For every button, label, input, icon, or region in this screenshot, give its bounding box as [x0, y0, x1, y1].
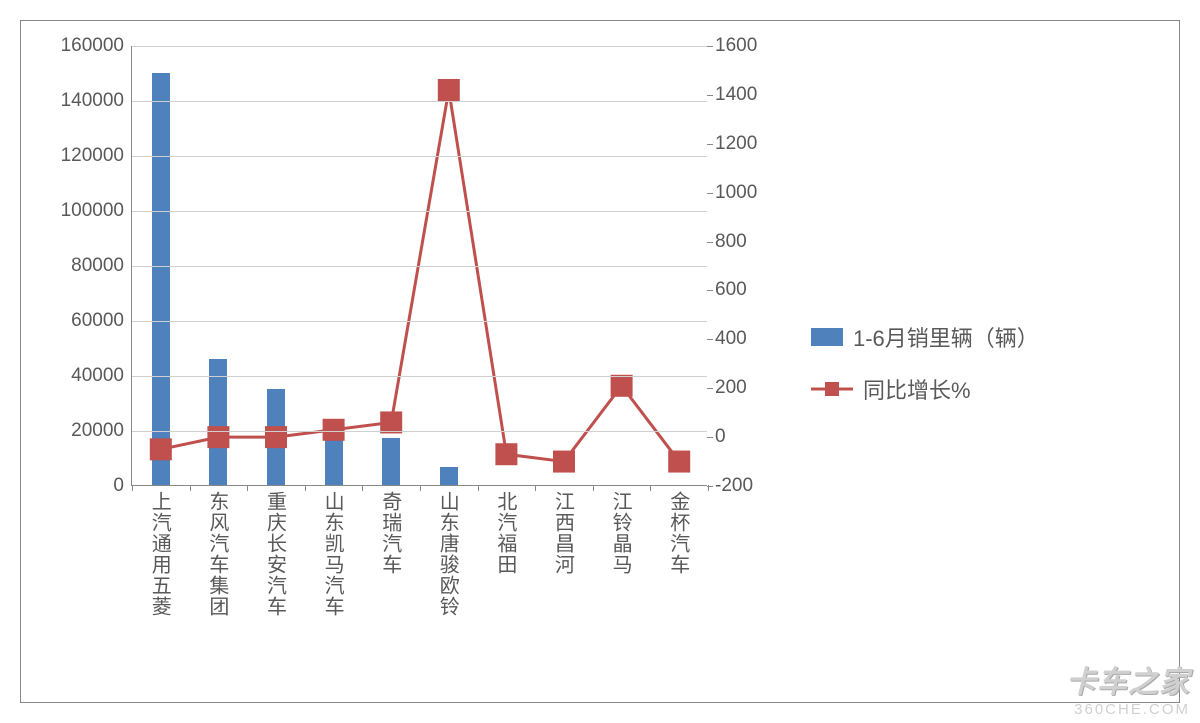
line-marker: [495, 443, 517, 465]
line-marker: [207, 426, 229, 448]
line-marker: [611, 375, 633, 397]
y1-axis-label: 100000: [61, 200, 124, 222]
legend-line-label: 同比增长%: [863, 373, 971, 405]
y2-tick: [707, 242, 713, 243]
watermark: 卡车之家 360CHE.COM: [1066, 657, 1190, 718]
y1-axis-label: 20000: [71, 420, 124, 442]
gridline: [132, 156, 707, 157]
legend-item-bars: 1-6月销里辆（辆）: [811, 321, 1039, 353]
y1-axis-label: 80000: [71, 255, 124, 277]
x-axis-label: 江西昌河: [549, 491, 578, 575]
y1-axis-label: 40000: [71, 365, 124, 387]
y2-axis-label: 200: [715, 377, 747, 399]
y2-axis-label: 1000: [715, 182, 757, 204]
y2-axis-label: 400: [715, 328, 747, 350]
y1-axis-label: 160000: [61, 35, 124, 57]
line-marker: [668, 451, 690, 473]
y2-tick: [707, 95, 713, 96]
line-marker: [265, 426, 287, 448]
chart-container: 0 20000 40000 60000 80000 100000 120000 140000 1…: [20, 20, 1180, 703]
y2-axis-label: 0: [715, 426, 726, 448]
y2-tick: [707, 388, 713, 389]
y1-axis-label: 120000: [61, 145, 124, 167]
y1-axis-label: 140000: [61, 90, 124, 112]
y2-axis-label: 1200: [715, 133, 757, 155]
line-marker: [150, 438, 172, 460]
watermark-url: 360CHE.COM: [1066, 701, 1190, 718]
x-axis-label: 北汽福田: [491, 491, 520, 575]
legend-bar-label: 1-6月销里辆（辆）: [853, 321, 1039, 353]
y2-tick: [707, 437, 713, 438]
x-axis-label: 金杯汽车: [664, 491, 693, 575]
legend: 1-6月销里辆（辆） 同比增长%: [811, 321, 1039, 425]
y2-axis-label: -200: [715, 475, 753, 497]
trend-line: [161, 90, 679, 462]
line-marker: [438, 79, 460, 101]
legend-item-line: 同比增长%: [811, 373, 1039, 405]
x-axis-labels: 上汽通用五菱东风汽车集团重庆长安汽车山东凯马汽车奇瑞汽车山东唐骏欧铃北汽福田江西…: [131, 491, 707, 691]
gridline: [132, 266, 707, 267]
y2-axis-label: 1600: [715, 35, 757, 57]
line-marker: [323, 419, 345, 441]
legend-line-swatch: [811, 380, 853, 398]
gridline: [132, 211, 707, 212]
gridline: [132, 321, 707, 322]
line-marker: [553, 451, 575, 473]
y1-axis-label: 0: [113, 475, 124, 497]
x-axis-label: 江铃晶马: [606, 491, 635, 575]
y2-axis-label: 800: [715, 231, 747, 253]
y2-tick: [707, 339, 713, 340]
x-axis-label: 上汽通用五菱: [145, 491, 174, 617]
legend-bar-swatch: [811, 328, 843, 346]
y2-tick: [707, 46, 713, 47]
x-axis-label: 奇瑞汽车: [376, 491, 405, 575]
x-axis-label: 山东唐骏欧铃: [433, 491, 462, 617]
y2-tick: [707, 290, 713, 291]
plot-area: 0200004000060000800001000001200001400001…: [131, 46, 707, 486]
y2-axis-label: 600: [715, 279, 747, 301]
x-axis-label: 山东凯马汽车: [318, 491, 347, 617]
y1-axis-label: 60000: [71, 310, 124, 332]
gridline: [132, 376, 707, 377]
y2-tick: [707, 144, 713, 145]
gridline: [132, 101, 707, 102]
gridline: [132, 431, 707, 432]
watermark-title: 卡车之家: [1066, 657, 1190, 701]
y2-axis-label: 1400: [715, 84, 757, 106]
x-axis-label: 东风汽车集团: [203, 491, 232, 617]
gridline: [132, 46, 707, 47]
y2-tick: [707, 193, 713, 194]
x-axis-label: 重庆长安汽车: [261, 491, 290, 617]
x-tick: [708, 485, 709, 491]
